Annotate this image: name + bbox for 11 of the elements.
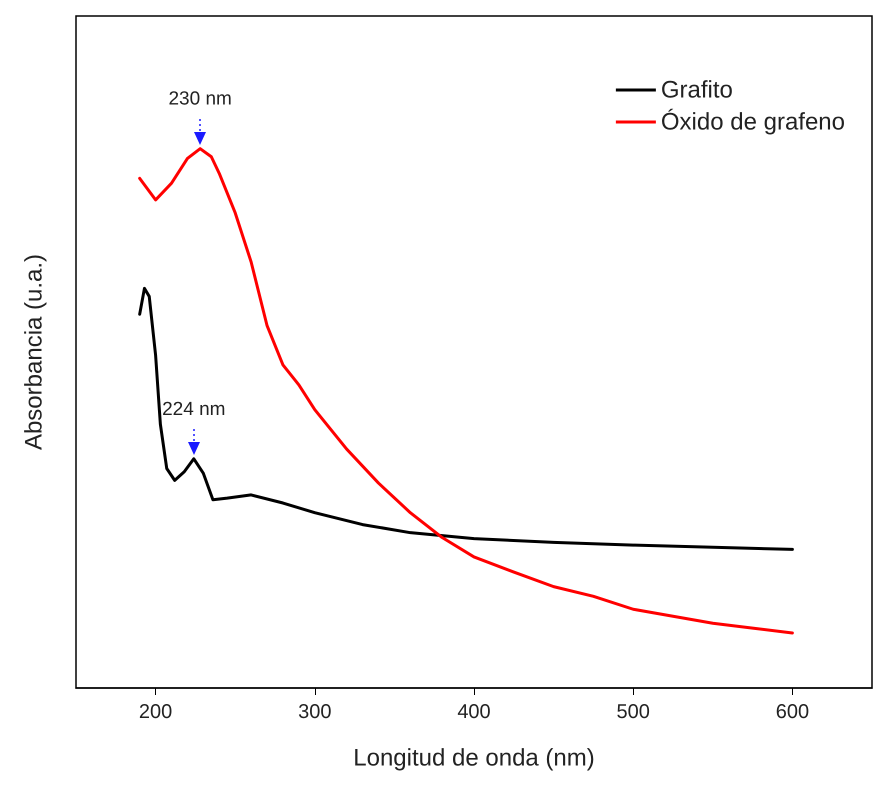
x-tick-label: 200 [138,701,172,723]
x-tick-label: 400 [457,701,491,723]
legend-label: Grafito [660,76,733,104]
x-tick-label: 300 [298,701,332,723]
annotation: 230 nm [168,88,232,110]
legend-label: Óxido de grafeno [660,108,845,136]
x-tick-label: 500 [616,701,650,723]
y-axis-title: Absorbancia (u.a.) [20,254,48,450]
x-tick-label: 600 [776,701,810,723]
x-axis-title: Longitud de onda (nm) [353,744,595,772]
annotation: 224 nm [162,398,226,420]
